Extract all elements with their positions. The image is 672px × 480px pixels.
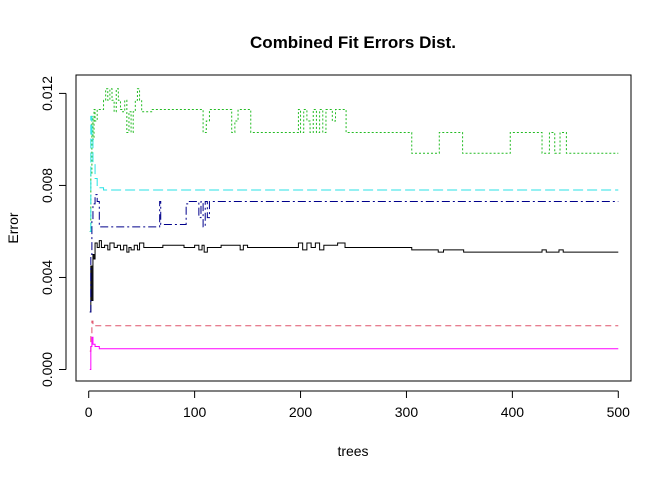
series-line-1: [89, 240, 619, 313]
series-line-3: [89, 88, 619, 232]
chart-title: Combined Fit Errors Dist.: [250, 33, 456, 52]
y-axis: 0.000 0.004 0.008 0.012: [39, 76, 67, 387]
x-tick-label: 400: [501, 404, 525, 420]
series-line-2: [89, 320, 619, 352]
series-line-4: [89, 194, 619, 313]
plot-frame: [75, 74, 632, 382]
x-tick-label: 300: [395, 404, 419, 420]
series-line-5: [89, 115, 619, 232]
x-axis: 0 100 200 300 400 500: [85, 390, 631, 420]
y-tick-label: 0.000: [39, 352, 55, 387]
x-tick-label: 500: [607, 404, 631, 420]
y-tick-label: 0.004: [39, 260, 55, 295]
x-axis-label: trees: [337, 443, 368, 459]
y-tick-label: 0.008: [39, 168, 55, 203]
x-tick-label: 0: [85, 404, 93, 420]
y-tick-label: 0.012: [39, 76, 55, 111]
series-line-6: [89, 336, 619, 370]
x-tick-label: 100: [183, 404, 207, 420]
x-tick-label: 200: [289, 404, 313, 420]
series-layer: [89, 88, 619, 370]
y-axis-label: Error: [5, 212, 21, 243]
